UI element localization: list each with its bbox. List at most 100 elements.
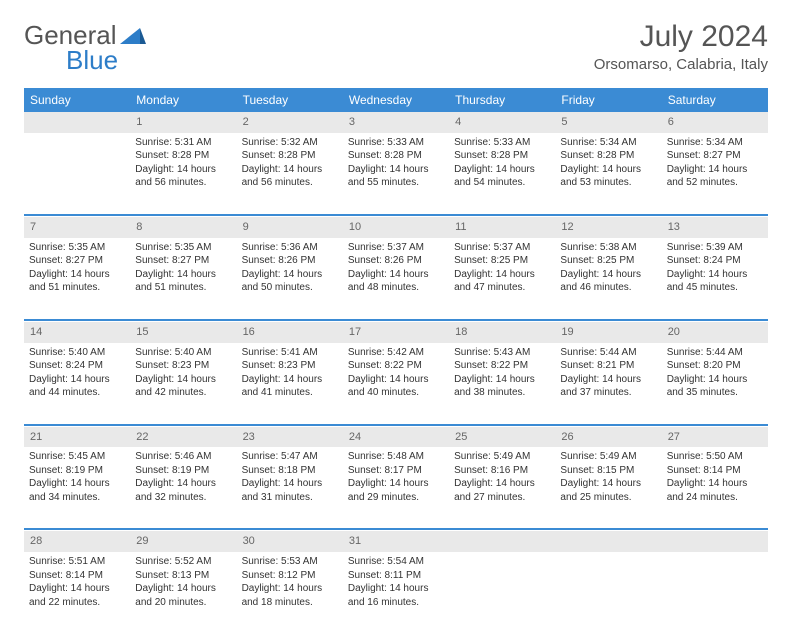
day-cell-line: Sunrise: 5:54 AM	[348, 555, 444, 569]
day-cell-line: Daylight: 14 hours and 41 minutes.	[242, 373, 338, 400]
day-number: 6	[662, 112, 768, 133]
day-cell-line: Daylight: 14 hours and 51 minutes.	[135, 268, 231, 295]
day-cell-line: Daylight: 14 hours and 46 minutes.	[560, 268, 656, 295]
day-number: 15	[130, 322, 236, 343]
day-cell: Sunrise: 5:47 AMSunset: 8:18 PMDaylight:…	[237, 447, 343, 529]
day-cell: Sunrise: 5:52 AMSunset: 8:13 PMDaylight:…	[130, 552, 236, 634]
weekday-header: Tuesday	[237, 88, 343, 112]
day-cell-line: Daylight: 14 hours and 32 minutes.	[135, 477, 231, 504]
calendar-table: Sunday Monday Tuesday Wednesday Thursday…	[24, 88, 768, 634]
day-number: 18	[449, 322, 555, 343]
day-number: 14	[24, 322, 130, 343]
day-cell-line: Sunset: 8:26 PM	[242, 254, 338, 268]
day-cell: Sunrise: 5:32 AMSunset: 8:28 PMDaylight:…	[237, 133, 343, 215]
day-cell: Sunrise: 5:51 AMSunset: 8:14 PMDaylight:…	[24, 552, 130, 634]
day-cell: Sunrise: 5:44 AMSunset: 8:20 PMDaylight:…	[662, 343, 768, 425]
day-cell-line: Sunset: 8:17 PM	[348, 464, 444, 478]
day-cell-line: Sunset: 8:16 PM	[454, 464, 550, 478]
day-cell-line: Sunrise: 5:47 AM	[242, 450, 338, 464]
day-cell-line: Sunset: 8:28 PM	[135, 149, 231, 163]
day-cell-line: Sunset: 8:14 PM	[29, 569, 125, 583]
day-number: 24	[343, 427, 449, 448]
day-number: 22	[130, 427, 236, 448]
day-cell: Sunrise: 5:44 AMSunset: 8:21 PMDaylight:…	[555, 343, 661, 425]
day-cell: Sunrise: 5:31 AMSunset: 8:28 PMDaylight:…	[130, 133, 236, 215]
day-cell-line: Sunset: 8:13 PM	[135, 569, 231, 583]
day-content-row: Sunrise: 5:51 AMSunset: 8:14 PM Daylight:…	[24, 552, 768, 634]
day-cell	[662, 552, 768, 634]
day-cell-line: Sunset: 8:26 PM	[348, 254, 444, 268]
day-cell: Sunrise: 5:40 AMSunset: 8:24 PMDaylight:…	[24, 343, 130, 425]
day-number: 16	[237, 322, 343, 343]
day-cell-line: Daylight: 14 hours and 44 minutes.	[29, 373, 125, 400]
day-cell-line: Daylight: 14 hours and 29 minutes.	[348, 477, 444, 504]
day-cell-line: Sunrise: 5:40 AM	[135, 346, 231, 360]
day-cell-line: Daylight: 14 hours and 18 minutes.	[242, 582, 338, 609]
day-number: 31	[343, 531, 449, 552]
day-cell: Sunrise: 5:42 AMSunset: 8:22 PMDaylight:…	[343, 343, 449, 425]
location: Orsomarso, Calabria, Italy	[594, 56, 768, 73]
day-number: 2	[237, 112, 343, 133]
day-cell-line: Sunset: 8:23 PM	[135, 359, 231, 373]
day-number: 21	[24, 427, 130, 448]
day-number: 5	[555, 112, 661, 133]
day-content-row: Sunrise: 5:35 AMSunset: 8:27 PMDaylight:…	[24, 238, 768, 320]
day-cell-line: Sunrise: 5:31 AM	[135, 136, 231, 150]
day-number-row: 14151617181920	[24, 322, 768, 343]
day-content-row: Sunrise: 5:45 AMSunset: 8:19 PM Daylight:…	[24, 447, 768, 529]
day-cell-line: Daylight: 14 hours and 31 minutes.	[242, 477, 338, 504]
day-number: 17	[343, 322, 449, 343]
day-number: 27	[662, 427, 768, 448]
day-cell: Sunrise: 5:43 AMSunset: 8:22 PMDaylight:…	[449, 343, 555, 425]
day-number: 25	[449, 427, 555, 448]
day-number: 11	[449, 217, 555, 238]
day-cell-line: Daylight: 14 hours and 20 minutes.	[135, 582, 231, 609]
day-number: 13	[662, 217, 768, 238]
day-cell-line: Sunset: 8:18 PM	[242, 464, 338, 478]
day-number: 9	[237, 217, 343, 238]
day-cell: Sunrise: 5:33 AMSunset: 8:28 PMDaylight:…	[449, 133, 555, 215]
day-cell-line: Daylight: 14 hours and 56 minutes.	[242, 163, 338, 190]
day-cell-line: Daylight: 14 hours and 38 minutes.	[454, 373, 550, 400]
day-cell-line: Sunrise: 5:51 AM	[29, 555, 125, 569]
day-cell: Sunrise: 5:37 AMSunset: 8:25 PMDaylight:…	[449, 238, 555, 320]
weekday-header: Monday	[130, 88, 236, 112]
day-cell-line: Sunset: 8:19 PM	[29, 464, 125, 478]
day-cell-line: Daylight: 14 hours and 52 minutes.	[667, 163, 763, 190]
day-number	[449, 531, 555, 552]
day-number: 7	[24, 217, 130, 238]
day-cell-line: Daylight: 14 hours and 51 minutes.	[29, 268, 125, 295]
logo-triangle-icon	[120, 20, 146, 51]
day-cell: Sunrise: 5:35 AMSunset: 8:27 PMDaylight:…	[130, 238, 236, 320]
day-cell-line: Sunrise: 5:48 AM	[348, 450, 444, 464]
day-cell-line: Sunset: 8:27 PM	[29, 254, 125, 268]
day-cell-line: Sunrise: 5:44 AM	[560, 346, 656, 360]
day-cell-line: Sunrise: 5:33 AM	[348, 136, 444, 150]
day-cell-line: Sunset: 8:14 PM	[667, 464, 763, 478]
day-number-row: 78910111213	[24, 217, 768, 238]
day-cell-line: Sunset: 8:22 PM	[348, 359, 444, 373]
day-number	[24, 112, 130, 133]
day-number	[662, 531, 768, 552]
day-cell-line: Sunrise: 5:34 AM	[560, 136, 656, 150]
day-cell-line: Sunrise: 5:45 AM	[29, 450, 125, 464]
day-cell-line: Sunset: 8:22 PM	[454, 359, 550, 373]
day-cell-line: Daylight: 14 hours and 35 minutes.	[667, 373, 763, 400]
day-content-row: Sunrise: 5:40 AMSunset: 8:24 PMDaylight:…	[24, 343, 768, 425]
header: GeneralBlue July 2024 Orsomarso, Calabri…	[24, 20, 768, 76]
day-cell-line: Daylight: 14 hours and 50 minutes.	[242, 268, 338, 295]
day-cell-line: Daylight: 14 hours and 37 minutes.	[560, 373, 656, 400]
day-number: 23	[237, 427, 343, 448]
day-cell-line: Sunrise: 5:41 AM	[242, 346, 338, 360]
day-number: 20	[662, 322, 768, 343]
day-cell	[24, 133, 130, 215]
day-cell-line: Daylight: 14 hours and 47 minutes.	[454, 268, 550, 295]
weekday-header: Friday	[555, 88, 661, 112]
day-cell-line: Sunrise: 5:49 AM	[560, 450, 656, 464]
day-cell-line: Daylight: 14 hours and 42 minutes.	[135, 373, 231, 400]
weekday-header: Sunday	[24, 88, 130, 112]
logo: GeneralBlue	[24, 20, 146, 76]
day-number: 10	[343, 217, 449, 238]
day-cell: Sunrise: 5:41 AMSunset: 8:23 PMDaylight:…	[237, 343, 343, 425]
day-cell-line: Daylight: 14 hours and 24 minutes.	[667, 477, 763, 504]
